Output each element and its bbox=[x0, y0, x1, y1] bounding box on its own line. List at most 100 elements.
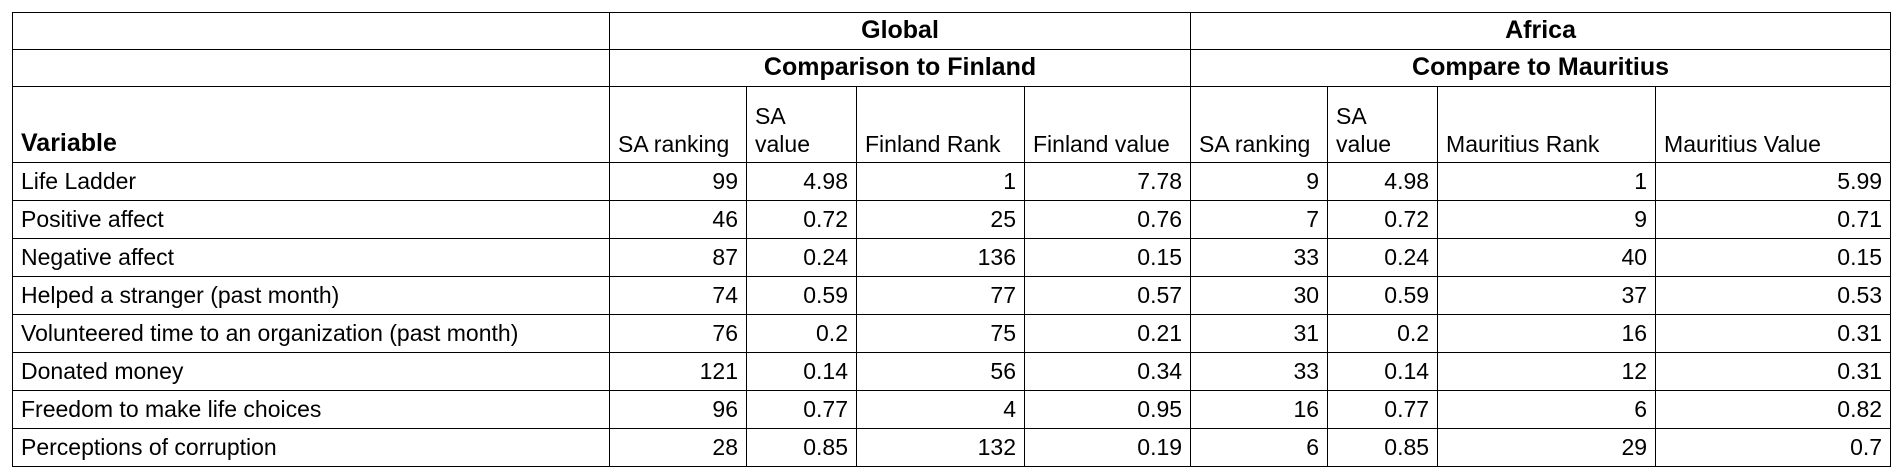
cell-variable: Volunteered time to an organization (pas… bbox=[12, 314, 610, 353]
cell-finland-value: 0.21 bbox=[1023, 314, 1192, 353]
cell-finland-value: 0.57 bbox=[1023, 276, 1192, 315]
cell-global-sa-ranking: 99 bbox=[609, 162, 747, 201]
empty-corner-cell bbox=[12, 12, 610, 50]
cell-variable: Negative affect bbox=[12, 238, 610, 277]
column-header-line: value bbox=[1336, 131, 1392, 158]
table-row: Donated money 121 0.14 56 0.34 33 0.14 12 0.31 bbox=[12, 352, 1892, 391]
cell-mauritius-value: 0.71 bbox=[1655, 200, 1892, 239]
cell-mauritius-value: 0.31 bbox=[1655, 352, 1892, 391]
cell-global-sa-value: 0.72 bbox=[746, 200, 857, 239]
column-header-line: value bbox=[755, 131, 810, 158]
cell-global-sa-ranking: 74 bbox=[609, 276, 747, 315]
group-header-row: Global Africa bbox=[12, 12, 1892, 50]
cell-global-sa-ranking: 87 bbox=[609, 238, 747, 277]
cell-africa-sa-ranking: 30 bbox=[1190, 276, 1329, 315]
table-wrapper: Global Africa Comparison to Finland Comp… bbox=[12, 12, 1892, 467]
cell-africa-sa-value: 0.72 bbox=[1327, 200, 1439, 239]
cell-mauritius-rank: 37 bbox=[1437, 276, 1657, 315]
cell-variable: Donated money bbox=[12, 352, 610, 391]
cell-mauritius-value: 0.31 bbox=[1655, 314, 1892, 353]
cell-finland-rank: 25 bbox=[856, 200, 1025, 239]
cell-global-sa-value: 0.85 bbox=[746, 428, 857, 467]
cell-africa-sa-value: 0.77 bbox=[1327, 390, 1439, 429]
column-header-row: Variable SA ranking SA value Finland Rank… bbox=[12, 86, 1892, 163]
cell-africa-sa-value: 0.14 bbox=[1327, 352, 1439, 391]
table-row: Freedom to make life choices 96 0.77 4 0.95 1… bbox=[12, 390, 1892, 429]
cell-global-sa-value: 0.77 bbox=[746, 390, 857, 429]
subgroup-header-row: Comparison to Finland Compare to Mauriti… bbox=[12, 49, 1892, 87]
cell-mauritius-rank: 12 bbox=[1437, 352, 1657, 391]
cell-finland-rank: 4 bbox=[856, 390, 1025, 429]
cell-mauritius-value: 0.82 bbox=[1655, 390, 1892, 429]
cell-mauritius-value: 0.15 bbox=[1655, 238, 1892, 277]
subgroup-africa-header: Compare to Mauritius bbox=[1190, 49, 1892, 87]
column-header-line: SA bbox=[755, 102, 786, 129]
cell-mauritius-value: 0.53 bbox=[1655, 276, 1892, 315]
cell-africa-sa-ranking: 31 bbox=[1190, 314, 1329, 353]
cell-global-sa-value: 0.2 bbox=[746, 314, 857, 353]
empty-corner-cell bbox=[12, 49, 610, 87]
cell-africa-sa-value: 0.59 bbox=[1327, 276, 1439, 315]
cell-mauritius-rank: 1 bbox=[1437, 162, 1657, 201]
cell-global-sa-value: 0.59 bbox=[746, 276, 857, 315]
cell-africa-sa-ranking: 33 bbox=[1190, 238, 1329, 277]
cell-variable: Helped a stranger (past month) bbox=[12, 276, 610, 315]
group-global-header: Global bbox=[608, 12, 1192, 50]
cell-africa-sa-value: 4.98 bbox=[1327, 162, 1439, 201]
cell-global-sa-ranking: 121 bbox=[609, 352, 747, 391]
table-row: Volunteered time to an organization (pas… bbox=[12, 314, 1892, 353]
cell-mauritius-rank: 9 bbox=[1437, 200, 1657, 239]
cell-africa-sa-ranking: 16 bbox=[1190, 390, 1329, 429]
cell-finland-value: 0.76 bbox=[1023, 200, 1192, 239]
column-header-finland-value: Finland value bbox=[1023, 86, 1192, 163]
cell-mauritius-rank: 29 bbox=[1437, 428, 1657, 467]
cell-africa-sa-value: 0.24 bbox=[1327, 238, 1439, 277]
column-header-mauritius-rank: Mauritius Rank bbox=[1437, 86, 1657, 163]
column-header-variable: Variable bbox=[12, 86, 610, 163]
cell-africa-sa-value: 0.85 bbox=[1327, 428, 1439, 467]
cell-finland-rank: 132 bbox=[856, 428, 1025, 467]
cell-africa-sa-ranking: 7 bbox=[1190, 200, 1329, 239]
cell-africa-sa-ranking: 9 bbox=[1190, 162, 1329, 201]
cell-finland-rank: 1 bbox=[856, 162, 1025, 201]
cell-africa-sa-value: 0.2 bbox=[1327, 314, 1439, 353]
column-header-line: SA bbox=[1336, 102, 1367, 129]
cell-africa-sa-ranking: 33 bbox=[1190, 352, 1329, 391]
column-header-mauritius-value: Mauritius Value bbox=[1655, 86, 1892, 163]
table-row: Positive affect 46 0.72 25 0.76 7 0.72 9 0.71 bbox=[12, 200, 1892, 239]
cell-global-sa-value: 0.14 bbox=[746, 352, 857, 391]
cell-finland-value: 7.78 bbox=[1023, 162, 1192, 201]
group-africa-header: Africa bbox=[1190, 12, 1892, 50]
cell-global-sa-value: 4.98 bbox=[746, 162, 857, 201]
cell-variable: Perceptions of corruption bbox=[12, 428, 610, 467]
cell-finland-rank: 136 bbox=[856, 238, 1025, 277]
cell-mauritius-rank: 40 bbox=[1437, 238, 1657, 277]
table-row: Perceptions of corruption 28 0.85 132 0.19 6 0… bbox=[12, 428, 1892, 467]
cell-global-sa-ranking: 96 bbox=[609, 390, 747, 429]
cell-finland-value: 0.19 bbox=[1023, 428, 1192, 467]
cell-mauritius-value: 0.7 bbox=[1655, 428, 1892, 467]
cell-variable: Positive affect bbox=[12, 200, 610, 239]
cell-finland-rank: 56 bbox=[856, 352, 1025, 391]
cell-global-sa-ranking: 28 bbox=[609, 428, 747, 467]
column-header-africa-sa-value: SA value bbox=[1327, 86, 1439, 163]
cell-global-sa-ranking: 76 bbox=[609, 314, 747, 353]
cell-mauritius-rank: 16 bbox=[1437, 314, 1657, 353]
cell-global-sa-value: 0.24 bbox=[746, 238, 857, 277]
cell-variable: Life Ladder bbox=[12, 162, 610, 201]
cell-finland-rank: 75 bbox=[856, 314, 1025, 353]
table-row: Life Ladder 99 4.98 1 7.78 9 4.98 1 5.99 bbox=[12, 162, 1892, 201]
cell-variable: Freedom to make life choices bbox=[12, 390, 610, 429]
cell-africa-sa-ranking: 6 bbox=[1190, 428, 1329, 467]
column-header-africa-sa-ranking: SA ranking bbox=[1190, 86, 1329, 163]
comparison-table: Global Africa Comparison to Finland Comp… bbox=[12, 12, 1892, 467]
cell-mauritius-value: 5.99 bbox=[1655, 162, 1892, 201]
cell-finland-value: 0.95 bbox=[1023, 390, 1192, 429]
cell-global-sa-ranking: 46 bbox=[609, 200, 747, 239]
subgroup-global-header: Comparison to Finland bbox=[608, 49, 1192, 87]
cell-mauritius-rank: 6 bbox=[1437, 390, 1657, 429]
cell-finland-value: 0.15 bbox=[1023, 238, 1192, 277]
column-header-global-sa-value: SA value bbox=[746, 86, 857, 163]
column-header-global-sa-ranking: SA ranking bbox=[609, 86, 747, 163]
table-row: Helped a stranger (past month) 74 0.59 77 0.… bbox=[12, 276, 1892, 315]
